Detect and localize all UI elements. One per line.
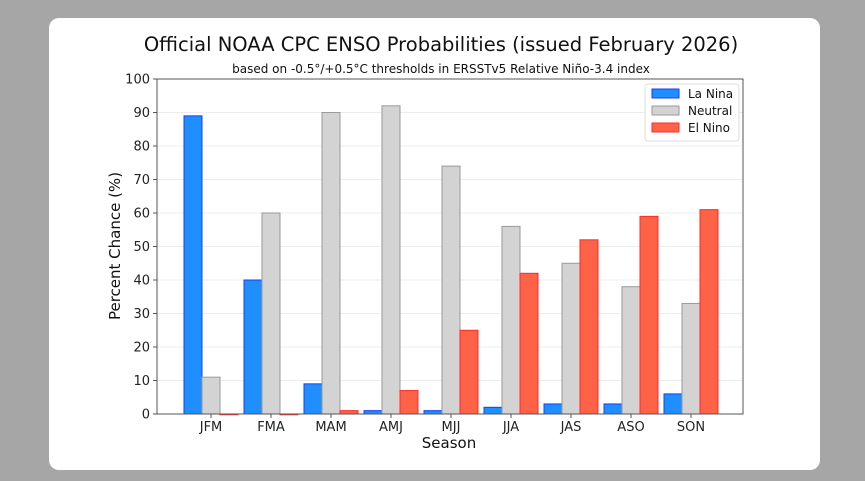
x-tick-label: MJJ bbox=[442, 420, 461, 435]
bar-neutral-jfm bbox=[201, 376, 221, 415]
x-tick-label: SON bbox=[677, 420, 705, 435]
bar-neutral-fma bbox=[261, 212, 281, 415]
bar-neutral-amj bbox=[381, 105, 401, 415]
x-tick-label: JFM bbox=[199, 420, 223, 435]
bar-la-nina-jfm bbox=[183, 115, 203, 415]
bars bbox=[183, 105, 719, 416]
y-tick-label: 20 bbox=[133, 341, 150, 356]
x-tick-label: FMA bbox=[257, 420, 285, 435]
x-tick-label: MAM bbox=[315, 420, 346, 435]
bar-neutral-mjj bbox=[441, 165, 461, 415]
y-tick-label: 50 bbox=[133, 240, 150, 255]
bar-el-nino-son bbox=[699, 209, 719, 415]
bar-la-nina-mjj bbox=[423, 410, 443, 415]
y-tick-label: 10 bbox=[133, 374, 150, 389]
bar-la-nina-son bbox=[663, 393, 683, 415]
x-tick-label: JJA bbox=[502, 420, 519, 435]
y-tick-label: 100 bbox=[125, 73, 150, 88]
bar-el-nino-mjj bbox=[459, 329, 479, 415]
legend-label: El Nino bbox=[688, 121, 730, 135]
bar-el-nino-aso bbox=[639, 215, 659, 415]
y-tick-label: 40 bbox=[133, 274, 150, 289]
bar-neutral-mam bbox=[321, 112, 341, 415]
y-tick-label: 70 bbox=[133, 173, 150, 188]
legend-label: La Nina bbox=[688, 87, 733, 101]
chart-title: Official NOAA CPC ENSO Probabilities (is… bbox=[144, 33, 738, 56]
bar-la-nina-aso bbox=[603, 403, 623, 415]
bar-la-nina-jja bbox=[483, 406, 503, 415]
bar-neutral-jas bbox=[561, 262, 581, 415]
bar-neutral-jja bbox=[501, 225, 521, 415]
bar-la-nina-mam bbox=[303, 383, 323, 415]
x-axis-label: Season bbox=[422, 434, 476, 452]
y-tick-label: 0 bbox=[142, 408, 150, 423]
legend-swatch-la-nina bbox=[651, 88, 680, 99]
y-axis-label: Percent Chance (%) bbox=[106, 172, 124, 320]
y-axis-ticks: 0 10 20 30 40 50 60 70 80 90 100 bbox=[125, 73, 157, 423]
bar-el-nino-jja bbox=[519, 272, 539, 415]
bar-el-nino-jas bbox=[579, 239, 599, 415]
x-tick-label: AMJ bbox=[379, 420, 403, 435]
legend: La Nina Neutral El Nino bbox=[644, 83, 740, 142]
bar-el-nino-mam bbox=[339, 410, 359, 415]
legend-label: Neutral bbox=[688, 104, 732, 118]
y-tick-label: 30 bbox=[133, 307, 150, 322]
y-tick-label: 60 bbox=[133, 207, 150, 222]
legend-swatch-el-nino bbox=[651, 122, 680, 133]
bar-el-nino-amj bbox=[399, 390, 419, 415]
y-tick-label: 90 bbox=[133, 106, 150, 121]
bar-la-nina-amj bbox=[363, 410, 383, 415]
chart-subtitle: based on -0.5°/+0.5°C thresholds in ERSS… bbox=[232, 62, 650, 76]
x-axis-ticks: JFM FMA MAM AMJ MJJ JJA JAS ASO SON bbox=[199, 414, 705, 435]
x-tick-label: ASO bbox=[617, 420, 644, 435]
x-tick-label: JAS bbox=[560, 420, 582, 435]
bar-neutral-son bbox=[681, 302, 701, 415]
bar-neutral-aso bbox=[621, 286, 641, 415]
y-tick-label: 80 bbox=[133, 140, 150, 155]
legend-swatch-neutral bbox=[651, 105, 680, 116]
bar-la-nina-fma bbox=[243, 279, 263, 415]
bar-la-nina-jas bbox=[543, 403, 563, 415]
